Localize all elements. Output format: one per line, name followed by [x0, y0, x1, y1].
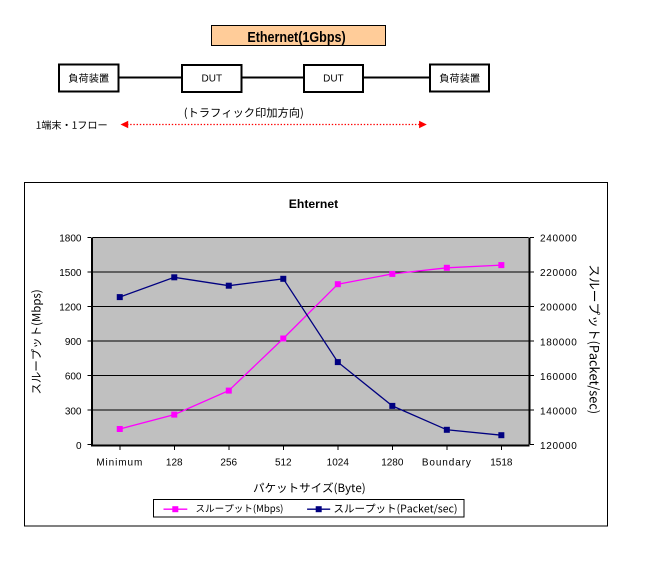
svg-text:300: 300 [65, 406, 82, 417]
svg-text:Minimum: Minimum [96, 458, 143, 469]
svg-text:200000: 200000 [540, 303, 578, 314]
svg-text:120000: 120000 [540, 441, 578, 452]
svg-text:220000: 220000 [540, 268, 578, 279]
svg-text:160000: 160000 [540, 372, 578, 383]
svg-text:900: 900 [65, 337, 82, 348]
svg-text:512: 512 [275, 458, 292, 469]
svg-text:DUT: DUT [323, 74, 344, 85]
svg-text:1800: 1800 [59, 234, 82, 245]
svg-text:140000: 140000 [540, 406, 578, 417]
svg-text:Ehternet: Ehternet [289, 197, 338, 211]
svg-text:240000: 240000 [540, 234, 578, 245]
svg-text:1518: 1518 [490, 458, 513, 469]
svg-text:1200: 1200 [59, 303, 82, 314]
svg-text:1280: 1280 [381, 458, 404, 469]
svg-text:256: 256 [220, 458, 237, 469]
svg-text:0: 0 [76, 441, 82, 452]
svg-text:1024: 1024 [327, 458, 350, 469]
svg-text:180000: 180000 [540, 337, 578, 348]
svg-text:Ethernet(1Gbps): Ethernet(1Gbps) [247, 29, 345, 46]
svg-text:Boundary: Boundary [422, 458, 472, 469]
svg-text:DUT: DUT [202, 74, 223, 85]
svg-text:128: 128 [166, 458, 183, 469]
svg-text:600: 600 [65, 372, 82, 383]
svg-text:1500: 1500 [59, 268, 82, 279]
